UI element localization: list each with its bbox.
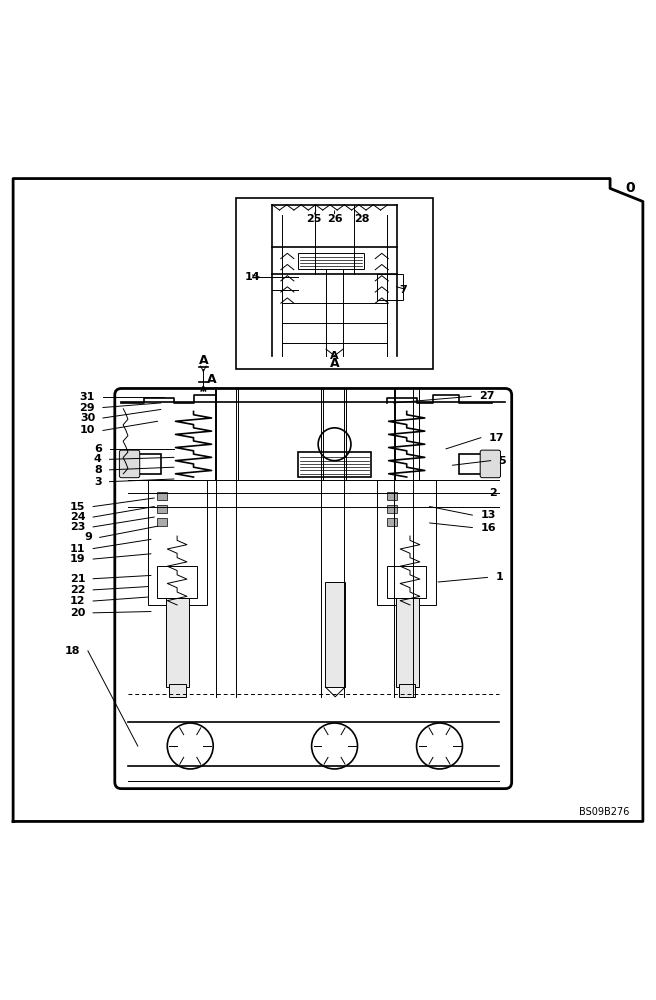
Text: 21: 21 [70, 574, 85, 584]
Text: 5: 5 [499, 456, 506, 466]
Text: 28: 28 [354, 214, 370, 224]
Text: 15: 15 [70, 502, 85, 512]
Bar [298, 253, 364, 269]
Text: 30: 30 [80, 413, 95, 423]
Text: 0: 0 [625, 181, 634, 195]
Bar [459, 454, 499, 474]
Bar [298, 452, 371, 477]
Text: 25: 25 [306, 214, 321, 224]
Bar [399, 684, 415, 697]
Bar [325, 582, 345, 687]
FancyBboxPatch shape [119, 450, 140, 478]
Text: 22: 22 [70, 585, 85, 595]
Text: A: A [199, 354, 208, 367]
Bar [166, 598, 189, 687]
Text: 19: 19 [70, 554, 85, 564]
Text: 2: 2 [489, 488, 497, 498]
Text: 12: 12 [70, 596, 85, 606]
Text: 16: 16 [480, 523, 496, 533]
Bar [157, 492, 167, 500]
Text: 18: 18 [64, 646, 80, 656]
Bar [387, 492, 397, 500]
Text: A: A [330, 351, 339, 361]
Bar [157, 518, 167, 526]
Bar [157, 505, 167, 513]
Text: 13: 13 [480, 510, 495, 520]
Text: 26: 26 [327, 214, 342, 224]
Bar [377, 480, 436, 605]
Text: 9: 9 [84, 532, 92, 542]
Bar [387, 566, 426, 598]
Bar [236, 198, 433, 369]
Text: 27: 27 [479, 391, 495, 401]
Text: 4: 4 [94, 454, 102, 464]
Text: 29: 29 [79, 403, 95, 413]
Text: 17: 17 [489, 433, 504, 443]
Text: 31: 31 [80, 392, 95, 402]
Text: 7: 7 [400, 285, 407, 295]
Text: 6: 6 [94, 444, 102, 454]
Bar [157, 566, 197, 598]
Text: 10: 10 [80, 425, 95, 435]
Bar [148, 480, 207, 605]
Bar [169, 684, 186, 697]
Bar [396, 598, 419, 687]
Bar [377, 274, 403, 300]
Text: 11: 11 [70, 544, 85, 554]
Text: 3: 3 [94, 477, 102, 487]
Text: 20: 20 [70, 608, 85, 618]
Text: 8: 8 [94, 465, 102, 475]
FancyBboxPatch shape [480, 450, 501, 478]
Text: 1: 1 [495, 572, 503, 582]
Bar [387, 518, 397, 526]
Text: 14: 14 [245, 272, 260, 282]
Bar [387, 505, 397, 513]
Text: A: A [207, 373, 216, 386]
Text: A: A [330, 357, 339, 370]
Text: 23: 23 [70, 522, 85, 532]
Text: 24: 24 [70, 512, 85, 522]
Bar [121, 454, 161, 474]
Text: BS09B276: BS09B276 [579, 807, 630, 817]
